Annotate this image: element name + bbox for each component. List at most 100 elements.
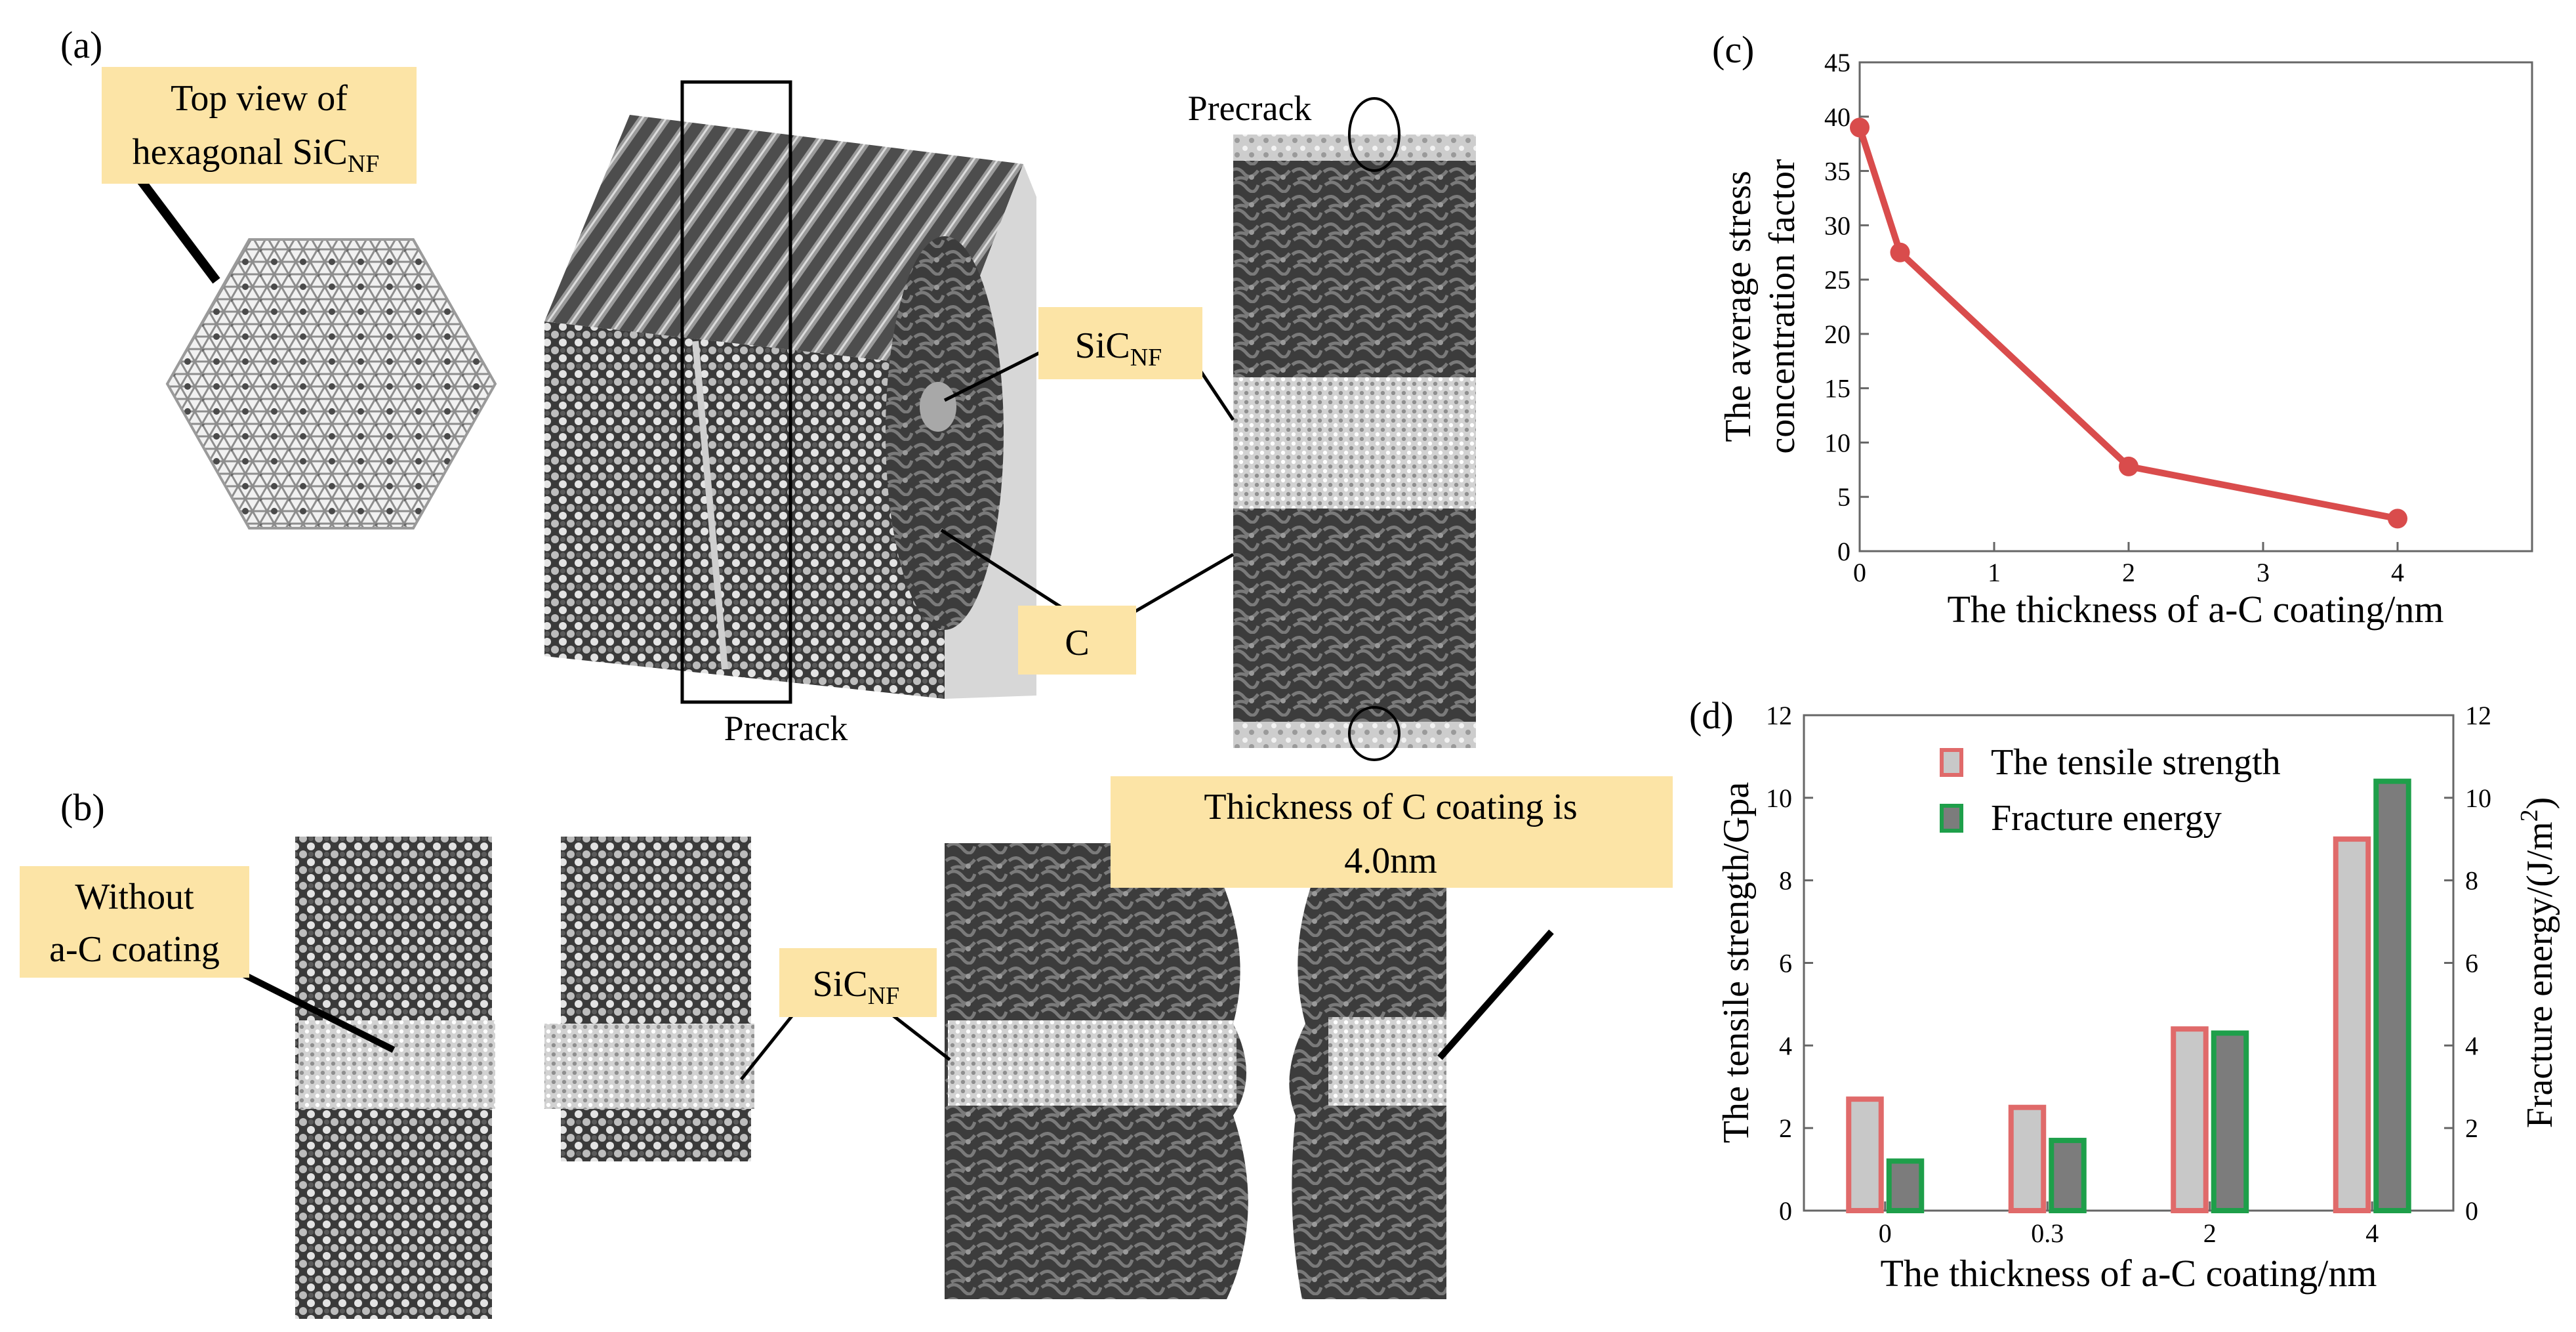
chart-c-plot-frame <box>1858 61 2533 552</box>
callout-without-line2: a-C coating <box>49 929 220 970</box>
precrack-mark-top <box>1348 97 1400 172</box>
chart-d-right-ticks: 0 2 4 6 8 10 12 <box>2444 701 2491 1226</box>
chart-d-x-ticks: 0 0.3 2 4 <box>1879 1201 2379 1248</box>
callout-thickness-box <box>1111 776 1673 888</box>
chart-c-x-tick-label: 0 <box>1853 558 1866 587</box>
section-sicnf-fiber <box>1233 377 1476 509</box>
chart-c-x-tick-label: 2 <box>2122 558 2135 587</box>
leader-c-left <box>940 528 1067 612</box>
chart-c-ylabel-line1: The average stress <box>1718 171 1759 442</box>
chart-d-left-tick-label: 12 <box>1766 701 1792 730</box>
section-bottom-edge <box>1233 722 1476 748</box>
chart-c-y-tick-label: 15 <box>1824 374 1850 404</box>
chart-d-left-tick-label: 6 <box>1779 949 1792 978</box>
chart-c-x-tick-label: 4 <box>2391 558 2404 587</box>
column1-fiber <box>298 1020 495 1109</box>
callout-top-view-line2: hexagonal SiCNF <box>133 132 380 178</box>
chart-c-y-tick-label: 30 <box>1824 211 1850 240</box>
coated-fiber-right <box>1328 1017 1446 1106</box>
chart-d-left-tick-label: 4 <box>1779 1031 1792 1060</box>
chart-c-xlabel: The thickness of a-C coating/nm <box>1947 588 2443 631</box>
callout-sicnf-a: SiCNF <box>1075 325 1162 371</box>
callout-c-box <box>1018 606 1136 675</box>
chart-d-right-tick-label: 2 <box>2465 1113 2478 1143</box>
chart-d-left-ticks: 0 2 4 6 8 10 12 <box>1766 701 1813 1226</box>
callout-leader-top-view <box>131 169 220 284</box>
legend-label-strength: The tensile strength <box>1991 742 2281 783</box>
legend-swatch-strength <box>1940 748 1963 777</box>
leader-without <box>224 963 396 1053</box>
callout-sicnf-a-box <box>1038 307 1202 379</box>
section-bottom-coating <box>1233 509 1476 748</box>
chart-d-right-tick-label: 12 <box>2465 701 2491 730</box>
chart-c-y-tick-label: 5 <box>1837 482 1850 512</box>
panel-a: (a) Top view of hexagonal SiCNF Precrack… <box>60 24 1476 761</box>
chart-c-y-ticks: 0 5 10 15 20 25 30 35 40 45 <box>1824 48 1869 566</box>
precrack-mark-bottom <box>1348 706 1400 761</box>
callout-thickness-line1: Thickness of C coating is <box>1204 787 1577 827</box>
panel-c-letter: (c) <box>1712 28 1754 71</box>
column2-fiber <box>544 1024 754 1109</box>
chart-c-y-tick-label: 35 <box>1824 157 1850 186</box>
chart-d-x-tick-label: 2 <box>2203 1218 2217 1248</box>
legend-swatch-energy <box>1940 804 1963 833</box>
chart-d-legend: The tensile strength Fracture energy <box>1940 742 2281 839</box>
chart-d-x-tick-label: 0.3 <box>2031 1218 2064 1248</box>
chart-d-right-tick-label: 8 <box>2465 866 2478 896</box>
callout-sicnf-b-box <box>779 948 937 1017</box>
chart-c-y-tick-label: 20 <box>1824 320 1850 349</box>
chart-d-x-tick-label: 4 <box>2365 1218 2379 1248</box>
chart-d-bar-energy <box>2211 1030 2249 1214</box>
precrack-frame <box>680 80 792 704</box>
chart-d-bar-energy <box>2373 778 2411 1213</box>
column2-matrix <box>561 837 751 1161</box>
callout-top-view-line1: Top view of <box>171 78 348 119</box>
prism-front-face <box>544 322 945 699</box>
chart-c-series-points <box>1850 117 2407 529</box>
prism-fiber-core <box>920 382 956 432</box>
chart-d-right-tick-label: 0 <box>2465 1196 2478 1226</box>
prism-coated-fiber-end <box>886 236 1004 630</box>
chart-d-bar-strength <box>1846 1096 1884 1213</box>
leader-sicnf-b-left <box>740 1012 795 1081</box>
chart-d-right-tick-label: 4 <box>2465 1031 2478 1060</box>
chart-d-left-tick-label: 0 <box>1779 1196 1792 1226</box>
chart-c-y-tick-label: 25 <box>1824 265 1850 295</box>
coated-fiber-left <box>948 1020 1237 1106</box>
precrack-label-top: Precrack <box>1188 89 1312 128</box>
chart-c-data-point <box>1890 242 1910 262</box>
chart-c-ylabel-line2: concentration factor <box>1762 159 1803 454</box>
panel-a-letter: (a) <box>60 24 102 66</box>
chart-c-data-point <box>2388 509 2407 529</box>
callout-top-view-box <box>102 67 417 184</box>
chart-d-bar-energy <box>2049 1138 2087 1213</box>
chart-d-bar-strength <box>2333 836 2371 1213</box>
chart-c-x-tick-label: 1 <box>1988 558 2001 587</box>
chart-d-bar-strength <box>2171 1026 2209 1213</box>
callout-thickness-line2: 4.0nm <box>1344 841 1437 881</box>
chart-c-x-tick-label: 3 <box>2257 558 2270 587</box>
panel-d: (d) 0 2 4 6 8 10 12 0 2 4 6 8 10 12 0 0.3 2 4 The tensi… <box>1689 694 2560 1295</box>
chart-d-bar-strength <box>2008 1104 2047 1214</box>
chart-d-ylabel-left: The tensile strength/Gpa <box>1716 782 1757 1144</box>
chart-d-x-tick-label: 0 <box>1879 1218 1892 1248</box>
chart-d-bar-energy <box>1886 1158 1925 1213</box>
chart-d-right-tick-label: 6 <box>2465 949 2478 978</box>
chart-d-left-tick-label: 10 <box>1766 783 1792 813</box>
chart-d-left-tick-label: 8 <box>1779 866 1792 896</box>
chart-d-left-tick-label: 2 <box>1779 1113 1792 1143</box>
callout-without-box <box>20 866 249 978</box>
chart-c-y-tick-label: 40 <box>1824 102 1850 132</box>
callout-c-label: C <box>1065 623 1089 663</box>
leader-sicnf-left <box>943 349 1044 402</box>
leader-thickness <box>1437 929 1554 1060</box>
chart-d-xlabel: The thickness of a-C coating/nm <box>1880 1252 2377 1295</box>
section-top-coating <box>1233 135 1476 377</box>
callout-sicnf-b: SiCNF <box>813 964 900 1010</box>
chart-c-series-line <box>1856 126 2398 522</box>
panel-b: (b) Without a-C coating SiCNF Thickness … <box>20 776 1673 1319</box>
chart-c-y-tick-label: 0 <box>1837 537 1850 566</box>
chart-d-ylabel-right: Fracture energy/(J/m2) <box>2516 797 2560 1129</box>
prism-crack-line <box>692 341 728 670</box>
